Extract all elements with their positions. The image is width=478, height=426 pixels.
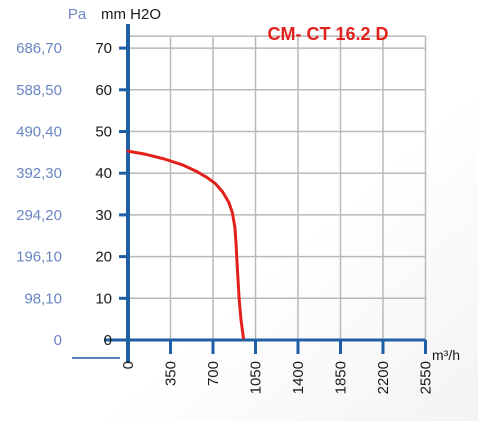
x-tick-label: 1050 [248, 361, 265, 394]
y-tick-label: 70 [95, 40, 112, 57]
mmh2o-unit-label: mm H2O [101, 6, 161, 23]
pa-tick-label: 490,40 [16, 124, 62, 141]
performance-curve [126, 149, 245, 340]
x-tick-label: 2200 [375, 361, 392, 394]
pa-tick-label: 294,20 [16, 207, 62, 224]
x-tick-label: 350 [163, 361, 180, 386]
x-tick-label: 2550 [418, 361, 435, 394]
y-tick-label: 40 [95, 165, 112, 182]
axes [72, 24, 426, 362]
chart-title: CM- CT 16.2 D [267, 24, 388, 44]
pa-tick-label: 686,70 [16, 40, 62, 57]
x-tick-label: 1400 [290, 361, 307, 394]
y-tick-label: 0 [104, 332, 112, 349]
pa-tick-label: 98,10 [24, 290, 62, 307]
x-tick-label: 1850 [333, 361, 350, 394]
pa-tick-label: 392,30 [16, 165, 62, 182]
grid [128, 35, 427, 340]
pa-unit-label: Pa [68, 6, 87, 23]
pa-tick-label: 0 [54, 332, 62, 349]
y-tick-label: 50 [95, 124, 112, 141]
x-tick-label: 700 [205, 361, 222, 386]
tick-labels: 010203040506070098,10196,10294,20392,304… [16, 40, 434, 394]
y-tick-label: 20 [95, 249, 112, 266]
y-tick-label: 60 [95, 82, 112, 99]
x-tick-label: 0 [120, 361, 137, 369]
y-tick-label: 10 [95, 290, 112, 307]
y-tick-label: 30 [95, 207, 112, 224]
series [126, 149, 245, 340]
x-unit-label: m³/h [432, 347, 460, 363]
pa-tick-label: 588,50 [16, 82, 62, 99]
ticks [119, 46, 427, 354]
pa-tick-label: 196,10 [16, 249, 62, 266]
